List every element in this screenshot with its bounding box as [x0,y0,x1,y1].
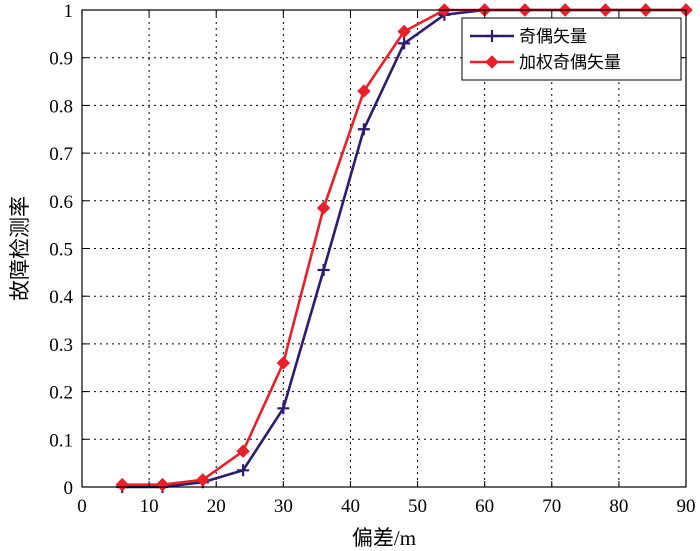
data-point [237,464,250,477]
x-tick-label: 30 [274,496,293,517]
data-point [115,477,129,492]
legend-box [461,17,682,81]
data-point [357,123,370,136]
data-point [196,473,210,487]
data-point [317,263,330,276]
tick-marks [81,9,687,488]
y-tick-label: 0.8 [49,96,73,117]
x-tick-label: 80 [609,496,628,517]
legend-entry-2: 加权奇偶矢量 [470,53,621,72]
data-point [236,444,250,458]
series-line [122,8,686,489]
y-tick-label: 0.3 [49,335,73,356]
legend-label: 加权奇偶矢量 [519,53,621,72]
y-tick-label: 0.9 [49,49,73,70]
data-point [277,402,290,415]
data-point [398,37,411,50]
y-tick-label: 0.6 [49,192,73,213]
data-point [357,84,371,98]
legend-marker [486,30,498,42]
y-tick-label: 0.4 [49,287,73,308]
x-tick-label: 70 [542,496,561,517]
y-axis-label: 故障检测率 [8,196,32,301]
y-tick-labels: 0 0.1 0.2 0.3 0.4 0.5 0.6 0.7 0.8 0.9 1 [49,1,73,499]
legend-entry-1: 奇偶矢量 [470,27,587,46]
data-point [397,24,411,39]
x-tick-label: 20 [207,496,226,517]
data-point [155,477,170,492]
y-tick-label: 0.1 [49,430,73,451]
legend-label: 奇偶矢量 [519,27,587,46]
x-axis-label: 偏差/m [352,526,416,550]
data-point [316,201,331,215]
data-point [276,356,291,370]
y-tick-label: 0.7 [49,144,73,165]
y-tick-label: 0 [64,478,74,499]
x-tick-label: 60 [475,496,494,517]
x-tick-label: 40 [341,496,360,517]
legend-marker [485,55,499,69]
y-tick-label: 0.2 [49,383,73,404]
x-tick-label: 90 [677,496,696,517]
x-tick-label: 0 [77,496,87,517]
y-tick-label: 0.5 [49,240,73,261]
grid-lines [82,10,686,487]
series-line [122,8,686,486]
y-tick-label: 1 [64,1,74,22]
x-tick-label: 10 [140,496,159,517]
x-tick-label: 50 [408,496,427,517]
x-tick-labels: 0 10 20 30 40 50 60 70 80 90 [77,496,695,517]
